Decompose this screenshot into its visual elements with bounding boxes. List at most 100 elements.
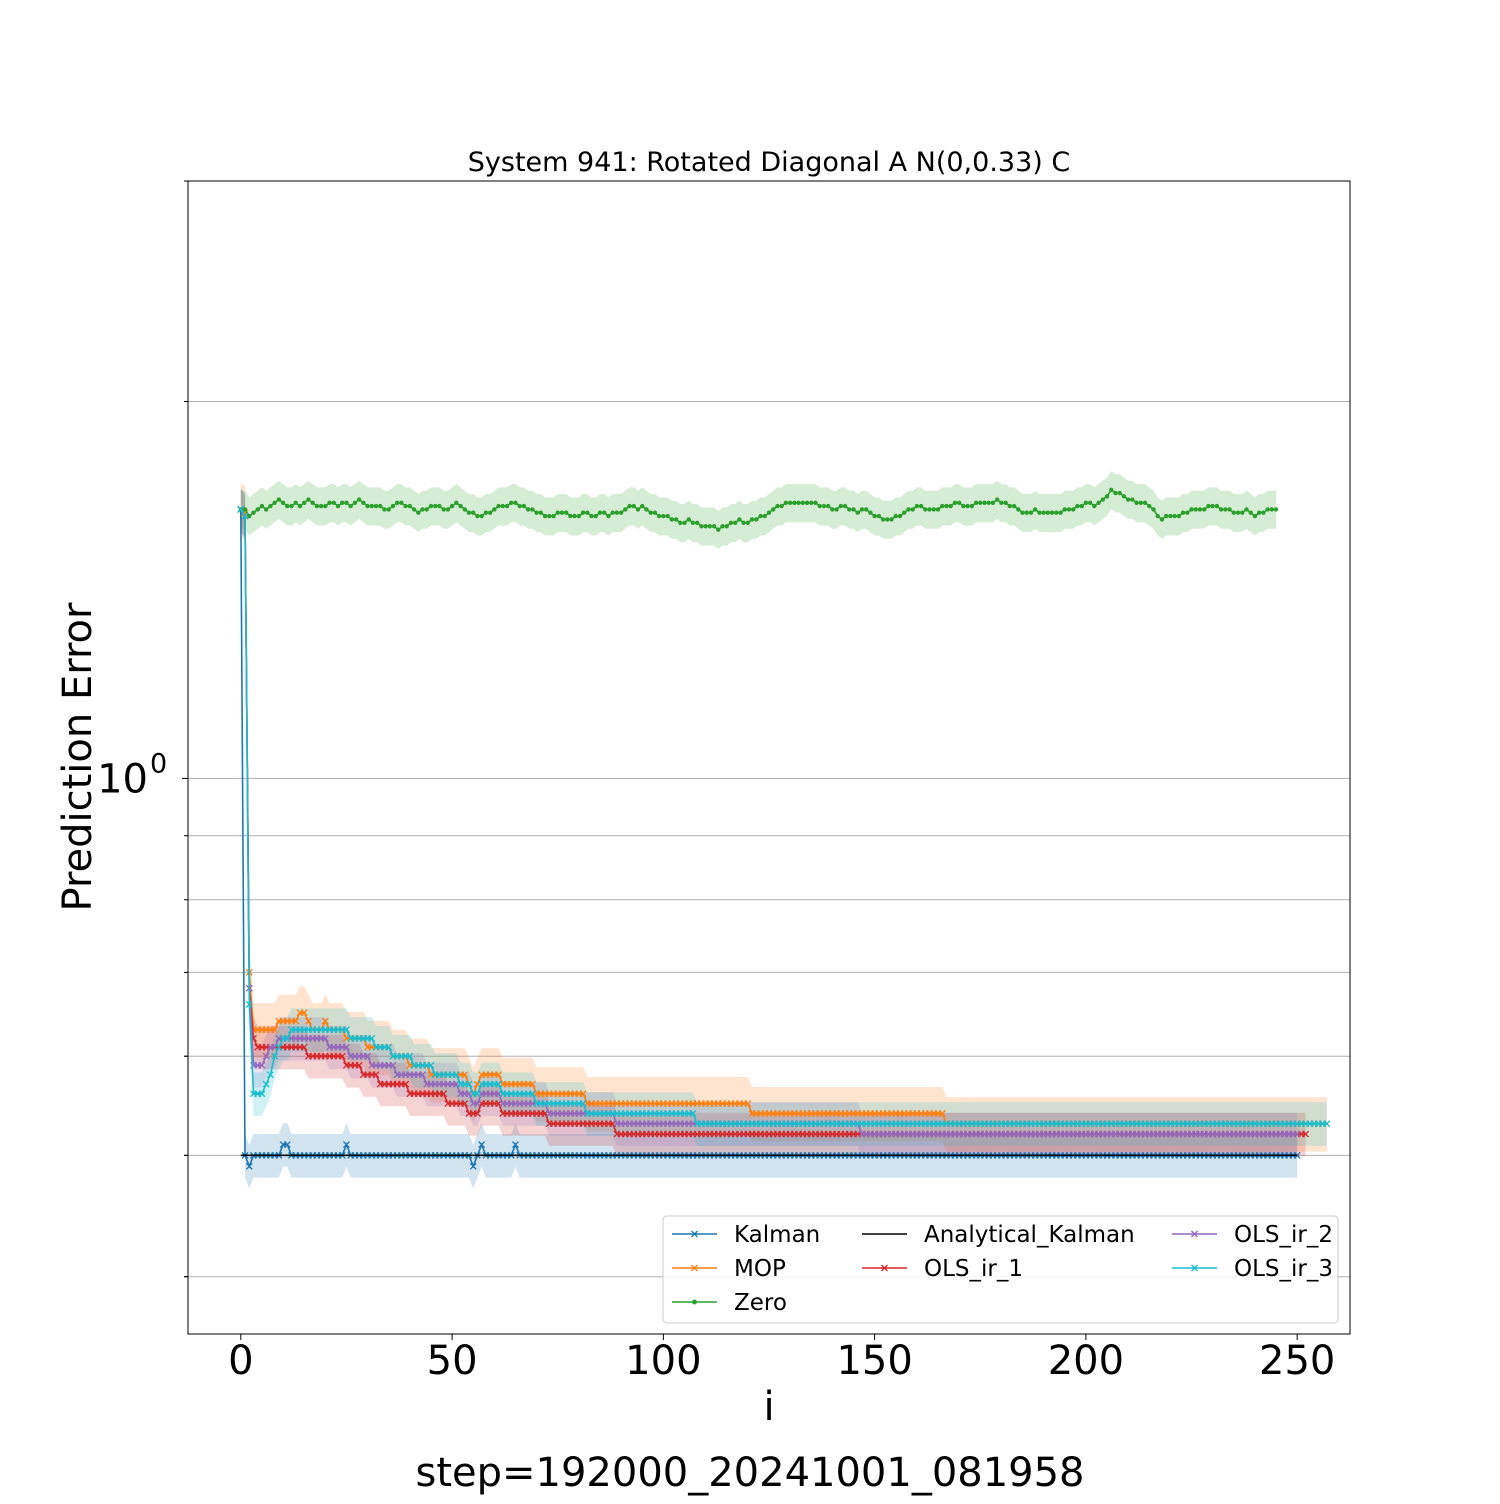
data-point xyxy=(504,503,510,509)
data-point xyxy=(449,503,455,509)
data-point xyxy=(1218,507,1224,512)
data-point xyxy=(416,510,421,515)
data-point xyxy=(579,1090,587,1098)
data-point xyxy=(597,510,603,515)
data-point xyxy=(1269,507,1275,512)
data-point xyxy=(1252,513,1258,519)
x-tick-label: 250 xyxy=(1259,1338,1335,1384)
data-point xyxy=(1130,497,1135,502)
data-point xyxy=(272,500,277,506)
data-point xyxy=(1244,507,1249,512)
y-tick-label-exponent: 0 xyxy=(150,748,167,779)
data-point xyxy=(251,510,256,515)
data-point xyxy=(711,524,717,529)
data-point xyxy=(342,1026,350,1034)
legend-marker xyxy=(881,1264,888,1272)
data-point xyxy=(271,1052,279,1060)
y-axis-label: Prediction Error xyxy=(55,602,101,911)
data-point xyxy=(321,1034,329,1042)
data-point xyxy=(834,507,839,512)
data-point xyxy=(944,503,949,509)
data-point xyxy=(547,513,552,519)
data-point xyxy=(745,520,751,526)
data-point xyxy=(399,500,404,506)
data-point xyxy=(1197,507,1203,512)
data-point xyxy=(889,517,894,522)
data-point xyxy=(859,507,865,512)
data-point xyxy=(665,513,670,519)
data-point xyxy=(1202,507,1207,512)
data-point xyxy=(440,1090,448,1098)
data-point xyxy=(471,510,476,515)
data-point xyxy=(259,503,265,509)
data-point xyxy=(242,507,248,512)
legend-label: Kalman xyxy=(734,1222,820,1248)
data-point xyxy=(263,507,269,512)
data-point xyxy=(517,503,522,509)
data-point xyxy=(318,503,324,509)
data-point xyxy=(276,497,282,502)
data-point xyxy=(403,503,408,509)
data-point xyxy=(285,503,290,509)
data-point xyxy=(335,503,341,509)
data-point xyxy=(1151,507,1156,512)
data-point xyxy=(787,500,793,506)
data-point xyxy=(364,1052,372,1060)
data-point xyxy=(589,513,594,519)
data-point xyxy=(1159,517,1165,522)
data-point xyxy=(237,505,245,513)
data-point xyxy=(538,510,544,515)
data-point xyxy=(851,507,856,512)
data-point xyxy=(741,520,746,526)
data-point xyxy=(258,1090,266,1098)
data-point xyxy=(876,513,882,519)
data-point xyxy=(1003,500,1008,506)
legend-marker xyxy=(691,1264,698,1272)
data-point xyxy=(1121,494,1127,499)
data-point xyxy=(462,507,467,512)
data-point xyxy=(910,507,915,512)
data-point xyxy=(614,510,620,515)
data-point xyxy=(893,513,898,519)
data-point xyxy=(275,1043,283,1051)
data-point xyxy=(1045,510,1051,515)
data-point xyxy=(965,503,970,509)
data-point xyxy=(855,510,860,515)
data-point xyxy=(618,510,624,515)
data-point xyxy=(342,1141,350,1149)
data-point xyxy=(585,510,590,515)
data-point xyxy=(1113,490,1118,496)
data-point xyxy=(779,503,784,509)
data-point xyxy=(1020,510,1025,515)
data-point xyxy=(902,510,907,515)
data-point xyxy=(1189,507,1194,512)
data-point xyxy=(813,500,818,506)
data-point xyxy=(694,520,700,526)
axis-ticks: 10 00 50 100 150 200 250 xyxy=(97,180,1335,1384)
data-point xyxy=(825,503,831,509)
data-point xyxy=(483,510,489,515)
data-point xyxy=(1138,500,1144,506)
data-point xyxy=(340,500,345,506)
data-point xyxy=(783,500,789,506)
data-point xyxy=(1083,500,1089,506)
data-point xyxy=(473,1090,481,1098)
data-point xyxy=(563,510,569,515)
data-point xyxy=(1223,507,1228,512)
data-point xyxy=(427,1061,435,1069)
data-point xyxy=(1049,510,1055,515)
data-point xyxy=(1062,507,1067,512)
data-point xyxy=(473,1100,481,1107)
data-point xyxy=(918,503,924,509)
data-point xyxy=(1104,494,1110,499)
data-point xyxy=(492,507,497,512)
data-point xyxy=(897,513,903,519)
data-point xyxy=(796,500,801,506)
legend-label: Zero xyxy=(734,1290,787,1316)
data-point xyxy=(1142,500,1148,506)
data-point xyxy=(1256,510,1262,515)
data-point xyxy=(458,503,463,509)
legend-entry-mop: MOP xyxy=(672,1256,786,1282)
data-point xyxy=(521,503,527,509)
data-point xyxy=(271,1026,279,1034)
